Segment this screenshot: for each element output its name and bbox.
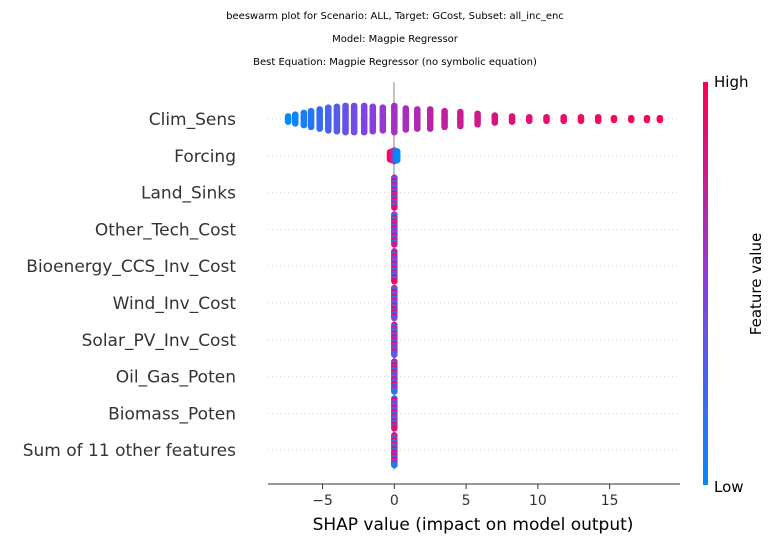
data-point: [594, 117, 602, 125]
feature-label: Sum of 11 other features: [23, 441, 236, 461]
data-point: [560, 117, 568, 125]
data-point: [391, 351, 398, 358]
data-point: [474, 120, 481, 128]
data-point: [316, 125, 323, 132]
data-point: [391, 128, 398, 136]
feature-label: Solar_PV_Inv_Cost: [82, 331, 237, 351]
data-point: [369, 127, 377, 135]
feature-label: Bioenergy_CCS_Inv_Cost: [26, 257, 236, 277]
data-point: [441, 123, 448, 131]
chart-title-line-2: Model: Magpie Regressor: [332, 34, 459, 45]
data-point: [610, 116, 618, 124]
data-point: [333, 127, 341, 135]
feature-label: Clim_Sens: [149, 110, 236, 130]
chart-title-line-3: Best Equation: Magpie Regressor (no symb…: [253, 57, 537, 68]
x-ticks: −5 0 5 10 15: [312, 484, 619, 509]
x-tick-label: 5: [462, 493, 471, 509]
data-point: [342, 128, 349, 136]
data-point: [577, 117, 585, 125]
data-point: [393, 156, 401, 164]
colorbar: [703, 82, 708, 485]
data-point: [627, 116, 635, 124]
colorbar-title: Feature value: [747, 233, 765, 335]
data-point: [291, 120, 299, 127]
points-layer: [284, 102, 664, 469]
data-point: [284, 118, 292, 125]
x-tick-label: 0: [390, 493, 399, 509]
data-point: [491, 119, 499, 126]
feature-label: Oil_Gas_Poten: [116, 368, 236, 388]
data-point: [656, 116, 664, 124]
data-point: [643, 116, 651, 124]
data-point: [300, 121, 308, 129]
feature-labels: Clim_Sens Forcing Land_Sinks Other_Tech_Cos…: [23, 110, 237, 461]
colorbar-low-label: Low: [714, 478, 744, 496]
data-point: [324, 127, 332, 134]
feature-label: Wind_Inv_Cost: [113, 294, 237, 314]
feature-label: Forcing: [174, 147, 236, 167]
grid-layer: [268, 118, 680, 451]
x-tick-label: 10: [529, 493, 547, 509]
data-point: [307, 123, 315, 131]
data-point: [525, 117, 533, 125]
data-point: [391, 424, 398, 432]
data-point: [508, 118, 516, 125]
data-point: [391, 461, 398, 469]
data-point: [391, 314, 398, 322]
data-point: [457, 122, 464, 130]
data-point: [379, 127, 387, 134]
data-point: [360, 128, 368, 136]
colorbar-high-label: High: [714, 73, 748, 91]
data-point: [391, 277, 398, 285]
data-point: [426, 125, 434, 132]
feature-label: Other_Tech_Cost: [95, 220, 236, 240]
data-point: [350, 128, 358, 136]
data-point: [391, 204, 398, 211]
data-point: [402, 126, 410, 133]
feature-label: Land_Sinks: [141, 184, 236, 204]
data-point: [391, 388, 398, 395]
chart-title-line-1: beeswarm plot for Scenario: ALL, Target:…: [226, 11, 564, 22]
x-tick-label: −5: [312, 493, 333, 509]
feature-label: Biomass_Poten: [108, 404, 236, 424]
data-point: [413, 125, 421, 132]
data-point: [391, 240, 398, 248]
x-axis-label: SHAP value (impact on model output): [313, 515, 634, 535]
data-point: [543, 117, 550, 125]
x-tick-label: 15: [601, 493, 619, 509]
